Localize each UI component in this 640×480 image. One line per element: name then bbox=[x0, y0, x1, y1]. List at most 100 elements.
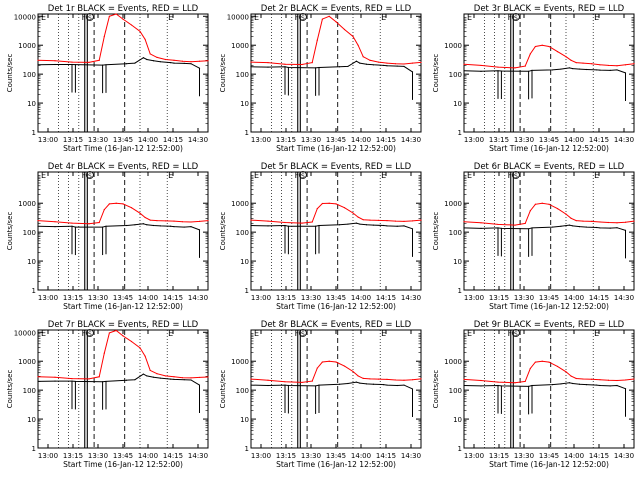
x-tick-label: 13:15 bbox=[489, 452, 509, 460]
y-axis-label: Counts/sec bbox=[219, 370, 227, 409]
events-point bbox=[403, 65, 405, 68]
lld-point bbox=[529, 367, 531, 370]
lld-series-line bbox=[37, 13, 209, 63]
x-tick-label: 14:15 bbox=[163, 294, 183, 302]
x-tick-label: 13:15 bbox=[489, 294, 509, 302]
x-tick-label: 13:15 bbox=[276, 294, 296, 302]
events-point bbox=[37, 380, 39, 383]
lld-point bbox=[335, 361, 337, 363]
lld-point bbox=[524, 222, 526, 225]
plot-frame bbox=[463, 171, 635, 291]
lld-point bbox=[524, 65, 526, 67]
y-tick-label: 10 bbox=[240, 100, 249, 108]
lld-point bbox=[139, 212, 141, 214]
y-tick-label: 1 bbox=[458, 129, 462, 137]
lld-series-line bbox=[37, 329, 209, 380]
x-tick-label: 13:00 bbox=[464, 452, 484, 460]
events-point bbox=[359, 382, 361, 384]
marker-f-label: F bbox=[82, 13, 87, 22]
x-tick-label: 13:45 bbox=[113, 452, 133, 460]
lld-point bbox=[514, 224, 516, 226]
plot-frame bbox=[250, 13, 422, 133]
events-series-line bbox=[463, 382, 626, 390]
marker-f-label: F bbox=[295, 13, 300, 22]
events-point bbox=[480, 385, 482, 387]
events-point bbox=[153, 224, 155, 227]
lld-point bbox=[301, 381, 303, 384]
lld-point bbox=[98, 59, 100, 61]
events-point bbox=[54, 380, 56, 382]
lld-point bbox=[103, 35, 105, 38]
lld-point bbox=[514, 382, 516, 384]
x-tick-label: 13:30 bbox=[514, 294, 534, 302]
chart-panel-1: Det 1r BLACK = Events, RED = LLD 1 10 100 10… bbox=[6, 4, 209, 153]
lld-point bbox=[71, 61, 73, 63]
x-tick-label: 13:00 bbox=[251, 136, 271, 144]
x-tick-label: 14:15 bbox=[376, 452, 396, 460]
lld-point bbox=[362, 56, 364, 58]
marker-s-circle bbox=[511, 171, 520, 179]
lld-point bbox=[463, 63, 465, 65]
y-axis-label: Counts/sec bbox=[6, 370, 14, 409]
marker-s-label: S bbox=[301, 173, 305, 180]
events-point bbox=[366, 63, 368, 65]
lld-point bbox=[394, 63, 397, 65]
y-tick-label: 1000 bbox=[231, 42, 249, 50]
plot-frame bbox=[463, 13, 635, 133]
plot-frame bbox=[250, 329, 422, 449]
lld-point bbox=[624, 64, 627, 66]
events-point bbox=[396, 65, 398, 67]
lld-point bbox=[420, 61, 422, 63]
events-point bbox=[173, 226, 175, 228]
events-point bbox=[142, 57, 144, 59]
events-point bbox=[153, 376, 155, 378]
marker-e-label-right: E bbox=[594, 13, 599, 22]
x-tick-label: 14:15 bbox=[163, 136, 183, 144]
events-point bbox=[190, 379, 192, 381]
lld-point bbox=[156, 220, 158, 222]
x-tick-label: 14:00 bbox=[564, 294, 584, 302]
events-point bbox=[585, 68, 588, 71]
chart-title: Det 1r BLACK = Events, RED = LLD bbox=[48, 4, 199, 14]
lld-point bbox=[267, 220, 269, 222]
lld-point bbox=[190, 61, 192, 63]
lld-point bbox=[343, 207, 346, 209]
events-point bbox=[142, 373, 144, 375]
events-point bbox=[616, 384, 618, 387]
chart-title: Det 6r BLACK = Events, RED = LLD bbox=[474, 162, 625, 172]
lld-point bbox=[633, 220, 635, 222]
marker-s-label: S bbox=[514, 331, 518, 338]
chart-panel-7: Det 7r BLACK = Events, RED = LLD 1 10 100 10… bbox=[6, 320, 209, 469]
y-axis-label: Counts/sec bbox=[432, 212, 440, 251]
lld-point bbox=[284, 221, 286, 224]
marker-s-circle bbox=[298, 171, 307, 179]
lld-point bbox=[565, 371, 567, 373]
lld-point bbox=[190, 377, 192, 379]
x-tick-label: 13:15 bbox=[63, 452, 83, 460]
x-tick-label: 13:15 bbox=[489, 136, 509, 144]
events-point bbox=[142, 223, 144, 225]
lld-point bbox=[130, 340, 133, 343]
lld-point bbox=[130, 207, 133, 209]
y-tick-label: 1000 bbox=[18, 358, 36, 366]
x-tick-label: 14:00 bbox=[351, 452, 371, 460]
plot-frame bbox=[37, 329, 209, 449]
marker-e-label-right: E bbox=[168, 13, 173, 22]
lld-point bbox=[190, 221, 192, 223]
events-point bbox=[572, 68, 574, 70]
lld-point bbox=[590, 378, 593, 380]
marker-s-circle bbox=[511, 329, 520, 337]
lld-point bbox=[534, 203, 537, 205]
lld-point bbox=[394, 220, 397, 222]
lld-point bbox=[173, 220, 175, 222]
lld-point bbox=[480, 64, 482, 67]
lld-point bbox=[403, 379, 405, 381]
events-point bbox=[480, 70, 482, 72]
lld-point bbox=[377, 219, 380, 221]
y-tick-label: 1000 bbox=[444, 200, 462, 208]
lld-point bbox=[164, 375, 167, 377]
events-point bbox=[359, 62, 361, 64]
lld-point bbox=[411, 379, 414, 381]
lld-point bbox=[54, 376, 56, 378]
lld-point bbox=[352, 370, 354, 373]
